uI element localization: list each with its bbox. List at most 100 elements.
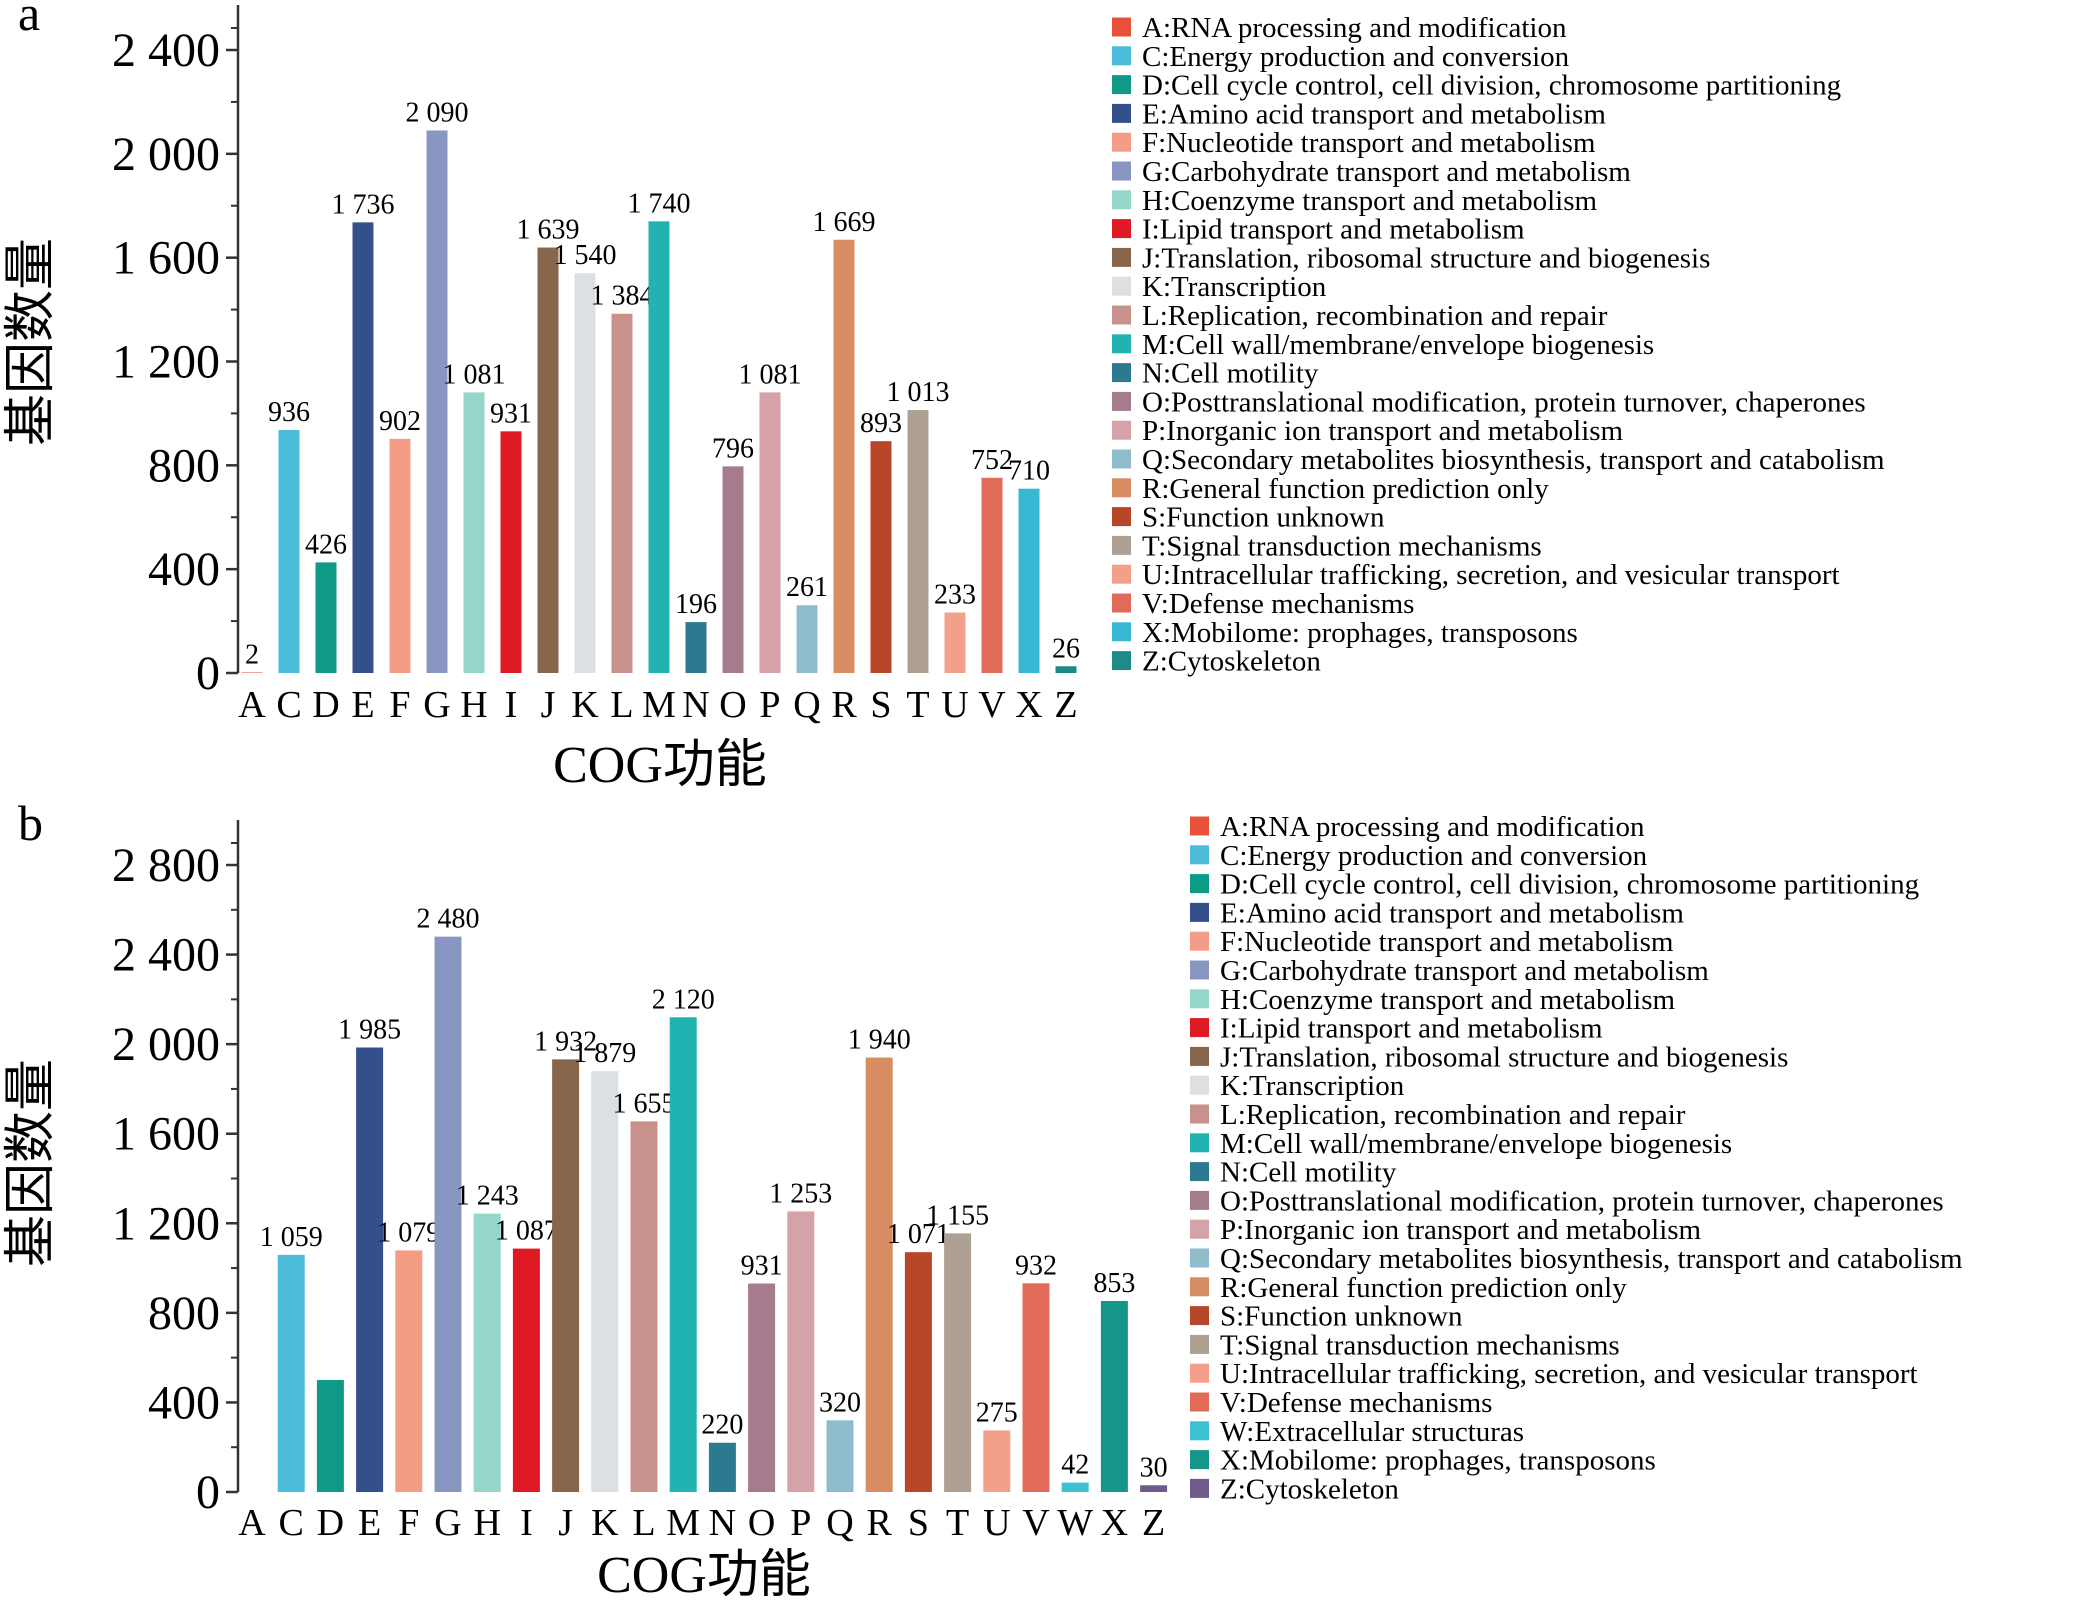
legend-swatch [1190,1478,1209,1498]
bar-N [685,622,707,673]
value-label-N: 220 [701,1410,743,1441]
x-tick-label-V: V [978,684,1006,726]
bar-U [983,1430,1011,1492]
value-label-K: 1 879 [573,1038,636,1069]
legend-entry: V:Defense mechanisms [1220,1387,1492,1419]
legend-swatch [1112,247,1131,267]
bar-H [463,392,485,673]
x-tick-label-A: A [238,1502,266,1544]
x-tick-label-M: M [642,684,676,726]
legend-swatch [1112,363,1131,383]
bar-P [787,1211,815,1492]
value-label-H: 1 081 [443,359,506,390]
panel-b: b 0 400 800 1 200 1 600 2 000 2 400 2 800 A 1 059 C… [3,795,1963,1600]
bar-I [500,431,522,673]
legend-entry: D:Cell cycle control, cell division, chr… [1142,70,1841,102]
x-tick-label-T: T [906,684,929,726]
legend-swatch [1112,622,1131,642]
legend-entry: O:Posttranslational modification, protei… [1220,1185,1944,1217]
y-tick-label: 400 [148,543,220,596]
bar-X [1018,488,1040,673]
x-tick-label-K: K [591,1502,619,1544]
bar-M [648,221,670,673]
bar-G [426,130,448,674]
legend-entry: P:Inorganic ion transport and metabolism [1220,1214,1702,1246]
legend-entry: W:Extracellular structuras [1220,1416,1524,1448]
legend-swatch [1112,75,1131,95]
x-tick-label-Q: Q [826,1502,853,1544]
x-tick-label-T: T [946,1502,969,1544]
value-label-O: 931 [741,1251,783,1282]
y-tick-label: 0 [196,1466,220,1519]
value-label-L: 1 384 [591,281,654,312]
value-label-J: 1 932 [534,1026,597,1057]
y-axis-label: 基因数量 [3,238,60,446]
legend-entry: I:Lipid transport and metabolism [1220,1013,1603,1045]
y-tick-label: 1 600 [112,232,220,285]
x-tick-label-Z: Z [1142,1502,1165,1544]
bar-U [944,612,966,673]
legend-entry: E:Amino acid transport and metabolism [1220,897,1684,929]
legend-swatch [1190,1219,1209,1239]
value-label-L: 1 655 [613,1088,676,1119]
panel-a: a 0 400 800 1 200 1 600 2 000 2 400 2 A 936 C 426 D 1 … [3,0,1885,794]
bar-Z [1140,1485,1168,1492]
value-label-Z: 30 [1140,1452,1168,1483]
bar-V [1022,1283,1050,1492]
legend-entry: J:Translation, ribosomal structure and b… [1142,242,1710,274]
legend-entry: C:Energy production and conversion [1220,840,1648,872]
value-label-T: 1 013 [887,377,950,408]
x-tick-label-R: R [867,1502,893,1544]
legend-swatch [1190,816,1209,836]
x-tick-label-H: H [460,684,487,726]
bar-J [537,247,559,674]
bar-O [748,1283,776,1492]
legend-entry: L:Replication, recombination and repair [1220,1099,1686,1131]
x-tick-label-E: E [351,684,374,726]
x-tick-label-G: G [423,684,450,726]
legend-swatch [1190,845,1209,865]
y-tick-label: 1 600 [112,1108,220,1161]
y-tick-label: 800 [148,439,220,492]
legend-entry: S:Function unknown [1220,1301,1463,1333]
legend-swatch [1190,902,1209,922]
legend-entry: A:RNA processing and modification [1220,811,1645,843]
x-tick-label-F: F [398,1502,419,1544]
x-tick-label-Q: Q [793,684,820,726]
legend-entry: N:Cell motility [1142,358,1319,390]
bar-E [352,222,374,673]
legend-entry: Q:Secondary metabolites biosynthesis, tr… [1142,444,1885,476]
legend-entry: L:Replication, recombination and repair [1142,300,1608,332]
x-tick-label-W: W [1057,1502,1093,1544]
bar-L [630,1121,658,1492]
legend-swatch [1112,190,1131,210]
legend-entry: F:Nucleotide transport and metabolism [1142,127,1596,159]
value-label-W: 42 [1061,1450,1089,1481]
legend-entry: U:Intracellular trafficking, secretion, … [1220,1358,1918,1390]
x-tick-label-P: P [759,684,780,726]
value-label-G: 2 480 [417,904,480,935]
legend-entry: D:Cell cycle control, cell division, chr… [1220,869,1919,901]
value-label-C: 936 [268,397,310,428]
bar-D [316,1380,344,1492]
legend-entry: F:Nucleotide transport and metabolism [1220,926,1674,958]
legend-entry: Q:Secondary metabolites biosynthesis, tr… [1220,1243,1963,1275]
bar-T [907,410,929,673]
legend-entry: X:Mobilome: prophages, transposons [1142,617,1578,649]
y-tick-label: 2 000 [112,128,220,181]
legend-swatch [1190,1450,1209,1470]
value-label-F: 1 079 [377,1217,440,1248]
bar-H [473,1213,501,1492]
x-tick-label-C: C [279,1502,304,1544]
legend-swatch [1190,1277,1209,1297]
bar-T [944,1233,972,1492]
legend-entry: E:Amino acid transport and metabolism [1142,98,1606,130]
legend-swatch [1112,103,1131,123]
bar-L [611,313,633,673]
value-label-Q: 320 [819,1387,861,1418]
legend-swatch [1112,449,1131,469]
x-tick-label-I: I [505,684,518,726]
legend-swatch [1190,1392,1209,1412]
